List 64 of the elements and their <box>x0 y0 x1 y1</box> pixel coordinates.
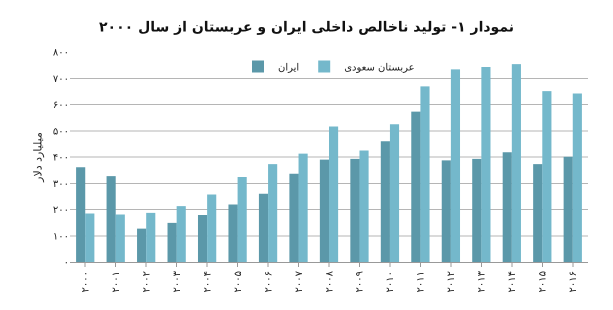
y-tick-label: ۰ <box>64 258 69 268</box>
bar <box>512 64 521 262</box>
y-tick-label: ۷۰۰ <box>52 74 69 85</box>
x-tick-label: ۲۰۰۲ <box>141 271 152 292</box>
x-tick-label: ۲۰۰۵ <box>232 271 244 292</box>
bar <box>146 212 156 262</box>
x-tick-label: ۲۰۱۶ <box>568 271 580 292</box>
bar <box>238 176 247 262</box>
bar <box>472 158 482 262</box>
bar <box>390 124 400 262</box>
bar <box>168 222 177 262</box>
bar <box>533 164 542 262</box>
y-tick-label: ۴۰۰ <box>52 152 69 164</box>
y-tick-label: ۱۰۰ <box>52 231 69 242</box>
bar <box>116 214 125 262</box>
x-tick-label: ۲۰۱۰ <box>385 271 396 292</box>
legend-label: ایران <box>278 62 300 74</box>
legend-label: عربستان سعودی <box>344 62 415 74</box>
y-tick-label: ۶۰۰ <box>52 100 69 111</box>
bar <box>198 215 208 262</box>
y-tick-label: ۲۰۰ <box>52 205 69 216</box>
bar <box>228 204 238 262</box>
bar <box>137 228 146 262</box>
y-tick-label: ۳۰۰ <box>52 178 69 190</box>
bar <box>207 194 216 262</box>
bar <box>320 160 329 262</box>
x-tick-label: ۲۰۱۴ <box>507 271 518 292</box>
bar <box>76 167 86 262</box>
bar <box>350 158 360 262</box>
x-tick-label: ۲۰۰۳ <box>172 270 183 292</box>
x-tick-label: ۲۰۰۶ <box>263 271 274 292</box>
bar <box>258 194 268 262</box>
bar <box>106 176 116 262</box>
x-tick-label: ۲۰۰۷ <box>294 270 305 292</box>
bar <box>268 164 278 262</box>
chart-title: نمودار ۱- تولید ناخالص داخلی ایران و عربستان از سال ۲۰۰۰ <box>99 20 514 36</box>
bar <box>442 160 451 262</box>
x-tick-label: ۲۰۰۰ <box>80 271 92 292</box>
y-tick-label: ۵۰۰ <box>52 126 69 138</box>
bar <box>542 91 552 262</box>
x-tick-label: ۲۰۰۹ <box>354 271 366 292</box>
x-tick-label: ۲۰۱۲ <box>446 271 458 292</box>
x-tick-label: ۲۰۱۱ <box>416 271 427 292</box>
bar <box>298 154 308 262</box>
x-tick-label: ۲۰۰۱ <box>110 271 122 292</box>
bar <box>411 112 420 262</box>
x-tick-label: ۲۰۰۴ <box>202 271 214 292</box>
bar <box>564 156 573 262</box>
y-axis-title: میلیارد دلار <box>32 132 45 183</box>
bar <box>85 213 94 262</box>
bar <box>329 126 338 262</box>
x-tick-label: ۲۰۱۵ <box>538 271 549 292</box>
y-tick-label: ۸۰۰ <box>52 48 69 58</box>
bar <box>420 86 430 262</box>
bar <box>502 152 512 262</box>
x-tick-label: ۲۰۱۳ <box>476 270 488 292</box>
bar <box>380 141 390 262</box>
bar <box>450 69 460 262</box>
bar <box>359 150 369 262</box>
bar <box>572 93 582 262</box>
x-tick-label: ۲۰۰۸ <box>324 270 336 292</box>
bar <box>481 66 490 262</box>
bar <box>289 174 299 262</box>
bar <box>176 206 186 262</box>
